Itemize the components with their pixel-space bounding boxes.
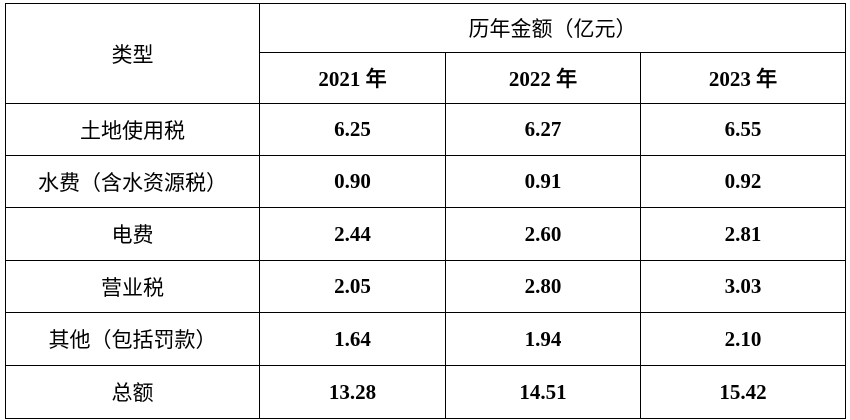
cell-value: 6.55 (639, 103, 847, 156)
table-row: 电费 2.44 2.60 2.81 (5, 207, 847, 261)
cell-value: 2.10 (639, 312, 847, 366)
cell-value: 0.90 (259, 155, 446, 208)
row-label: 电费 (5, 207, 260, 261)
cell-value: 2.44 (259, 207, 446, 261)
cell-value: 1.94 (445, 312, 641, 366)
table-row: 水费（含水资源税） 0.90 0.91 0.92 (5, 155, 847, 208)
cell-value: 13.28 (259, 365, 446, 419)
table-row: 营业税 2.05 2.80 3.03 (5, 260, 847, 313)
data-table: 类型 历年金额（亿元） 2021 年 2022 年 2023 年 土地使用税 6.25… (5, 3, 847, 419)
row-label: 水费（含水资源税） (5, 155, 260, 208)
cell-value: 0.91 (445, 155, 641, 208)
row-label: 土地使用税 (5, 103, 260, 156)
year-row: 2021 年 2022 年 2023 年 (6, 52, 847, 104)
row-label: 营业税 (5, 260, 260, 313)
year-header: 2022 年 (445, 52, 641, 104)
table-row: 其他（包括罚款） 1.64 1.94 2.10 (5, 312, 847, 366)
table-row: 土地使用税 6.25 6.27 6.55 (5, 103, 847, 156)
header-row: 类型 历年金额（亿元） (5, 3, 847, 104)
cell-value: 1.64 (259, 312, 446, 366)
cell-value: 6.25 (259, 103, 446, 156)
row-label: 总额 (5, 365, 260, 419)
cell-value: 2.05 (259, 260, 446, 313)
cell-value: 2.81 (639, 207, 847, 261)
table-row: 总额 13.28 14.51 15.42 (5, 365, 847, 419)
row-label: 其他（包括罚款） (5, 312, 260, 366)
cell-value: 2.60 (445, 207, 641, 261)
cell-value: 6.27 (445, 103, 641, 156)
cell-value: 2.80 (445, 260, 641, 313)
year-header: 2021 年 (259, 52, 446, 104)
type-header: 类型 (5, 3, 260, 104)
group-header: 历年金额（亿元） (258, 3, 847, 53)
cell-value: 14.51 (445, 365, 641, 419)
cell-value: 15.42 (639, 365, 847, 419)
cell-value: 0.92 (639, 155, 847, 208)
cell-value: 3.03 (639, 260, 847, 313)
year-header: 2023 年 (639, 52, 847, 104)
